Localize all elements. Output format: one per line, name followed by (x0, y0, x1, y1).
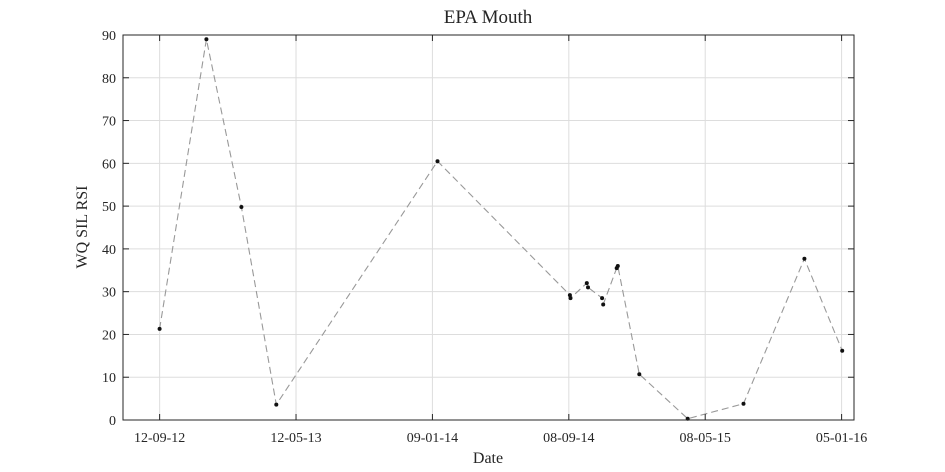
plot-frame (122, 34, 855, 421)
y-tick-label: 10 (102, 371, 116, 386)
data-point (157, 326, 162, 331)
data-point (802, 256, 807, 261)
data-point (840, 348, 845, 353)
y-tick-label: 40 (102, 243, 116, 258)
data-point (615, 264, 620, 268)
data-point (274, 402, 279, 407)
x-axis-ticks: 12-09-12 12-05-13 09-01-14 08-09-14 08-05-15… (134, 35, 867, 446)
x-axis-label: Date (473, 450, 503, 467)
data-point (204, 37, 209, 42)
y-tick-label: 20 (102, 328, 116, 343)
y-tick-label: 60 (102, 157, 116, 172)
y-tick-label: 30 (102, 286, 116, 301)
data-point (239, 205, 244, 209)
grid (123, 34, 854, 421)
series-line (159, 39, 843, 420)
y-tick-label: 70 (102, 115, 116, 130)
y-tick-label: 90 (102, 29, 116, 44)
data-point (741, 401, 746, 406)
data-point (435, 159, 440, 164)
data-point (601, 302, 606, 307)
x-tick-label: 09-01-14 (407, 431, 458, 446)
x-tick-label: 12-09-12 (134, 431, 185, 446)
x-tick-label: 08-05-15 (680, 431, 731, 446)
y-tick-label: 0 (109, 414, 116, 429)
y-tick-label: 80 (102, 72, 116, 87)
data-point (567, 293, 572, 298)
series-line-layer (159, 39, 843, 420)
x-tick-label: 08-09-14 (543, 431, 594, 446)
data-point (586, 285, 590, 290)
data-point (568, 296, 573, 301)
data-point (584, 281, 589, 286)
y-axis-ticks: 0 10 20 30 40 50 60 70 80 90 (102, 29, 854, 429)
data-points (157, 37, 845, 421)
chart-title: EPA Mouth (444, 7, 533, 28)
data-point (637, 372, 642, 377)
y-axis-label: WQ SIL RSI (74, 186, 91, 269)
y-tick-label: 50 (102, 200, 116, 215)
x-tick-label: 05-01-16 (816, 431, 867, 446)
data-point (600, 296, 605, 301)
x-tick-label: 12-05-13 (270, 431, 321, 446)
